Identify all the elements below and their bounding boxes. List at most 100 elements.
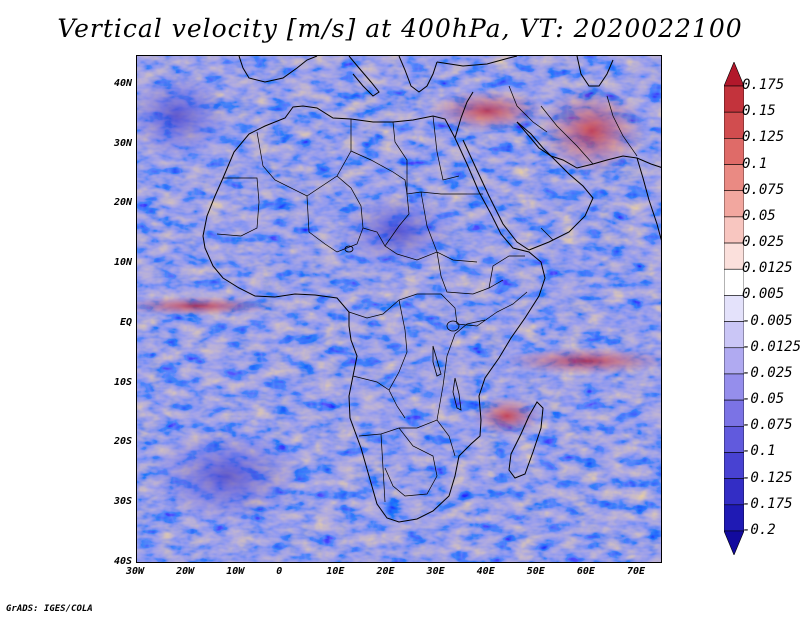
border-line bbox=[384, 427, 438, 497]
lat-label: 30S bbox=[113, 496, 132, 508]
colorbar-swatch bbox=[724, 504, 744, 532]
colorbar-swatch bbox=[724, 530, 744, 555]
map-title: Vertical velocity [m/s] at 400hPa, VT: 2… bbox=[57, 14, 743, 43]
lat-label: 20S bbox=[113, 436, 132, 448]
border-line bbox=[348, 293, 458, 325]
border-line bbox=[540, 227, 554, 241]
lat-label: 20N bbox=[113, 197, 132, 209]
lon-label: 30E bbox=[426, 566, 445, 577]
downdraft-north-atlantic bbox=[137, 71, 232, 161]
colorbar-tick-label: 0.125 bbox=[742, 129, 785, 146]
map-panel bbox=[136, 55, 662, 563]
downdraft-central-africa bbox=[337, 191, 457, 271]
colorbar-swatch bbox=[724, 452, 744, 479]
border-line bbox=[384, 193, 410, 247]
colorbar-tick-label: -0.175 bbox=[742, 495, 793, 512]
colorbar-swatch bbox=[724, 268, 744, 296]
colorbar-swatch bbox=[724, 425, 744, 453]
lat-label: 30N bbox=[113, 137, 132, 149]
madagascar-coastline bbox=[508, 401, 544, 479]
lat-label: 40N bbox=[113, 77, 132, 89]
lon-label: 20E bbox=[376, 566, 395, 577]
colorbar-swatch bbox=[724, 190, 744, 218]
colorbar-tick-label: -0.075 bbox=[742, 417, 793, 434]
lat-label: 40S bbox=[113, 556, 132, 567]
updraft-itcz bbox=[137, 296, 277, 316]
greece-coastline bbox=[398, 56, 438, 93]
updraft-mozambique-channel bbox=[472, 396, 542, 436]
colorbar-swatch bbox=[724, 62, 744, 87]
border-line bbox=[362, 227, 478, 263]
colorbar-swatch bbox=[724, 111, 744, 139]
coastlines bbox=[202, 56, 661, 523]
lon-label: 10E bbox=[326, 566, 345, 577]
lon-label: 10W bbox=[226, 566, 245, 577]
india-coastline bbox=[636, 157, 661, 241]
colorbar-tick-label: -0.2 bbox=[742, 522, 776, 538]
border-line bbox=[456, 291, 528, 327]
turkey-coastline bbox=[436, 56, 518, 67]
lake-malawi bbox=[452, 377, 462, 411]
border-line bbox=[540, 105, 594, 165]
colorbar-swatch bbox=[724, 216, 744, 244]
arabia-coastline bbox=[516, 121, 594, 251]
border-line bbox=[306, 175, 364, 253]
lon-label: 70E bbox=[626, 566, 645, 577]
country-borders bbox=[216, 85, 638, 503]
border-line bbox=[436, 251, 504, 295]
downdraft-south-atlantic bbox=[147, 426, 307, 526]
lake-chad bbox=[344, 245, 354, 253]
border-line bbox=[432, 115, 460, 181]
border-line bbox=[606, 95, 638, 157]
colorbar-swatch bbox=[724, 321, 744, 349]
updraft-iran bbox=[537, 86, 647, 176]
border-line bbox=[488, 255, 525, 289]
colorbar-tick-label: 0.15 bbox=[742, 103, 776, 120]
colorbar-tick-label: 0.0125 bbox=[742, 260, 793, 277]
lat-label: EQ bbox=[119, 316, 132, 328]
footer-credit: GrADS: IGES/COLA bbox=[6, 604, 93, 614]
border-line bbox=[436, 319, 486, 421]
italy-coastline bbox=[348, 56, 380, 97]
lon-label: 50E bbox=[526, 566, 545, 577]
red-sea-east-coast bbox=[462, 139, 530, 251]
colorbar-tick-label: 0.005 bbox=[742, 286, 785, 303]
colorbar-tick-label: -0.125 bbox=[742, 469, 793, 486]
colorbar-tick-label: 0.175 bbox=[742, 77, 785, 93]
border-line bbox=[350, 150, 467, 195]
colorbar-tick-label: -0.025 bbox=[742, 364, 793, 381]
colorbar-tick-label: 0.05 bbox=[742, 207, 776, 224]
europe-coastline bbox=[238, 56, 318, 83]
lat-label: 10N bbox=[113, 257, 132, 269]
colorbar-swatch bbox=[724, 399, 744, 427]
colorbar-swatch bbox=[724, 164, 744, 192]
border-line bbox=[508, 85, 548, 133]
levant-coastline bbox=[454, 91, 474, 139]
lake-victoria bbox=[446, 320, 460, 332]
colorbar-swatch bbox=[724, 85, 744, 113]
updraft-mediterranean bbox=[427, 89, 547, 133]
colorbar-tick-label: 0.1 bbox=[742, 155, 768, 172]
colorbar-tick-label: -0.0125 bbox=[742, 338, 800, 355]
lake-tanganyika bbox=[432, 345, 442, 377]
persian-gulf-coastline bbox=[516, 121, 661, 169]
lon-label: 30W bbox=[126, 566, 145, 577]
colorbar-swatch bbox=[724, 373, 744, 401]
lat-label: 10S bbox=[113, 376, 132, 388]
colorbar-tick-label: -0.1 bbox=[742, 443, 776, 460]
colorbar-swatch bbox=[724, 347, 744, 375]
colorbar-swatch bbox=[724, 295, 744, 322]
border-line bbox=[380, 433, 386, 503]
border-line bbox=[420, 191, 438, 253]
caspian-coastline bbox=[576, 56, 614, 87]
lon-label: 60E bbox=[576, 566, 595, 577]
lakes bbox=[344, 245, 462, 411]
colorbar-tick-label: -0.05 bbox=[742, 391, 785, 408]
lon-label: 40E bbox=[476, 566, 495, 577]
lon-label: 20W bbox=[176, 566, 195, 577]
colorbar-swatch bbox=[724, 138, 744, 165]
lon-label: 0 bbox=[276, 566, 283, 577]
border-line bbox=[352, 375, 390, 391]
border-line bbox=[392, 121, 408, 194]
colorbar-swatch bbox=[724, 242, 744, 270]
